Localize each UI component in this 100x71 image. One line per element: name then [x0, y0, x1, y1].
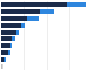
Bar — [1, 64, 2, 69]
Bar — [8, 50, 10, 55]
Bar — [1, 9, 40, 14]
Bar — [16, 30, 19, 35]
Bar — [1, 16, 27, 21]
Bar — [1, 50, 8, 55]
Bar — [2, 64, 3, 69]
Bar — [22, 23, 25, 28]
Bar — [1, 36, 12, 41]
Bar — [40, 9, 55, 14]
Bar — [1, 57, 4, 62]
Bar — [10, 43, 12, 48]
Bar — [4, 57, 6, 62]
Bar — [12, 36, 15, 41]
Bar — [1, 2, 67, 7]
Bar — [27, 16, 38, 21]
Bar — [1, 30, 16, 35]
Bar — [1, 23, 22, 28]
Bar — [1, 43, 10, 48]
Bar — [67, 2, 86, 7]
